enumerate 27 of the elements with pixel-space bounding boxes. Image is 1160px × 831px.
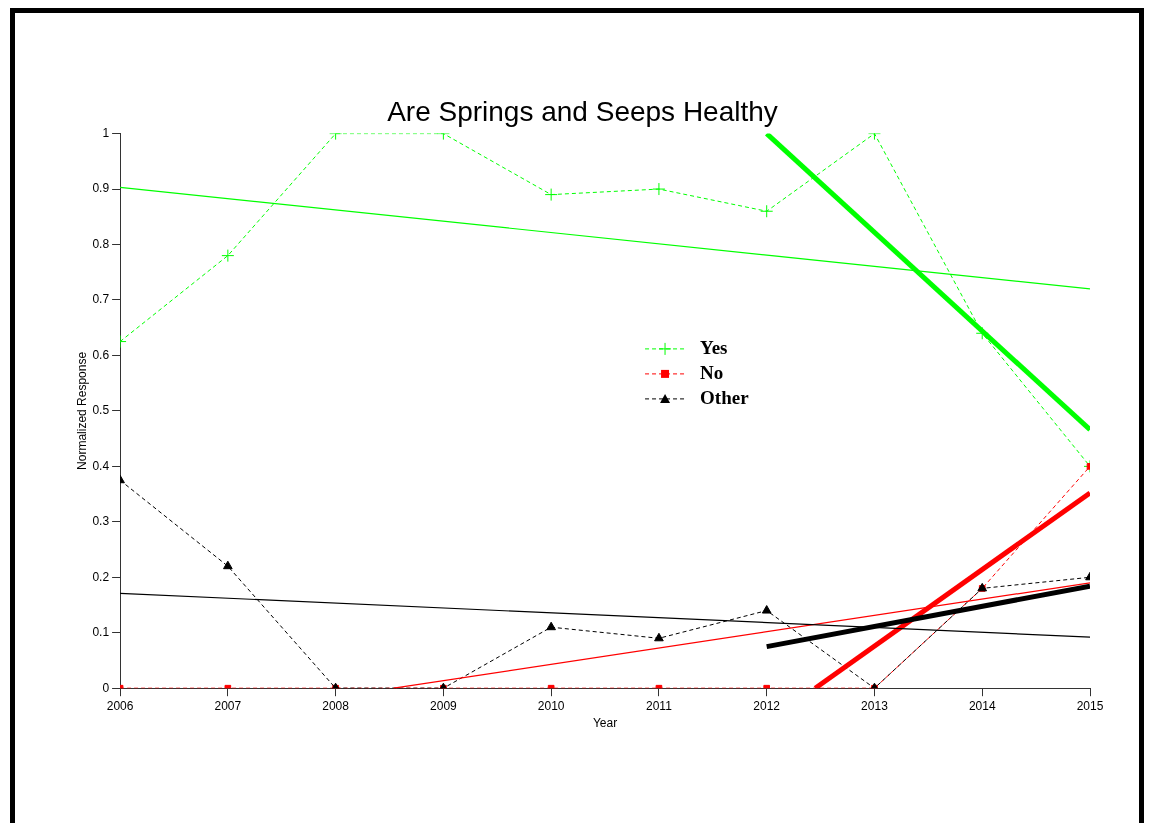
y-tick-label: 0.1 [92, 625, 110, 640]
x-tick-label: 2009 [430, 698, 458, 713]
y-tick-label: 0.6 [92, 347, 110, 362]
x-tick-label: 2007 [214, 698, 242, 713]
x-tick-label: 2013 [861, 698, 889, 713]
y-tick-label: 0.7 [92, 292, 110, 307]
y-tick-label: 0.2 [92, 569, 110, 584]
legend-label: No [700, 361, 724, 383]
x-tick-label: 2008 [322, 698, 350, 713]
x-tick-label: 2011 [646, 698, 673, 713]
y-tick-label: 0.9 [92, 181, 110, 196]
y-tick-label: 0.8 [92, 236, 110, 251]
x-tick-label: 2015 [1076, 698, 1104, 713]
y-axis-title: Normalized Response [74, 351, 89, 470]
y-tick-label: 1 [102, 125, 110, 140]
chart-title: Are Springs and Seeps Healthy [387, 95, 778, 127]
x-tick-label: 2006 [106, 698, 134, 713]
legend-label: Other [700, 386, 750, 408]
y-tick-label: 0 [102, 680, 110, 695]
x-tick-label: 2010 [537, 698, 565, 713]
y-tick-label: 0.3 [92, 514, 110, 529]
x-axis-title: Year [592, 716, 618, 731]
x-tick-label: 2012 [753, 698, 781, 713]
y-tick-label: 0.4 [92, 458, 110, 473]
x-tick-label: 2014 [968, 698, 996, 713]
legend-label: Yes [700, 336, 728, 358]
y-tick-label: 0.5 [92, 403, 110, 418]
